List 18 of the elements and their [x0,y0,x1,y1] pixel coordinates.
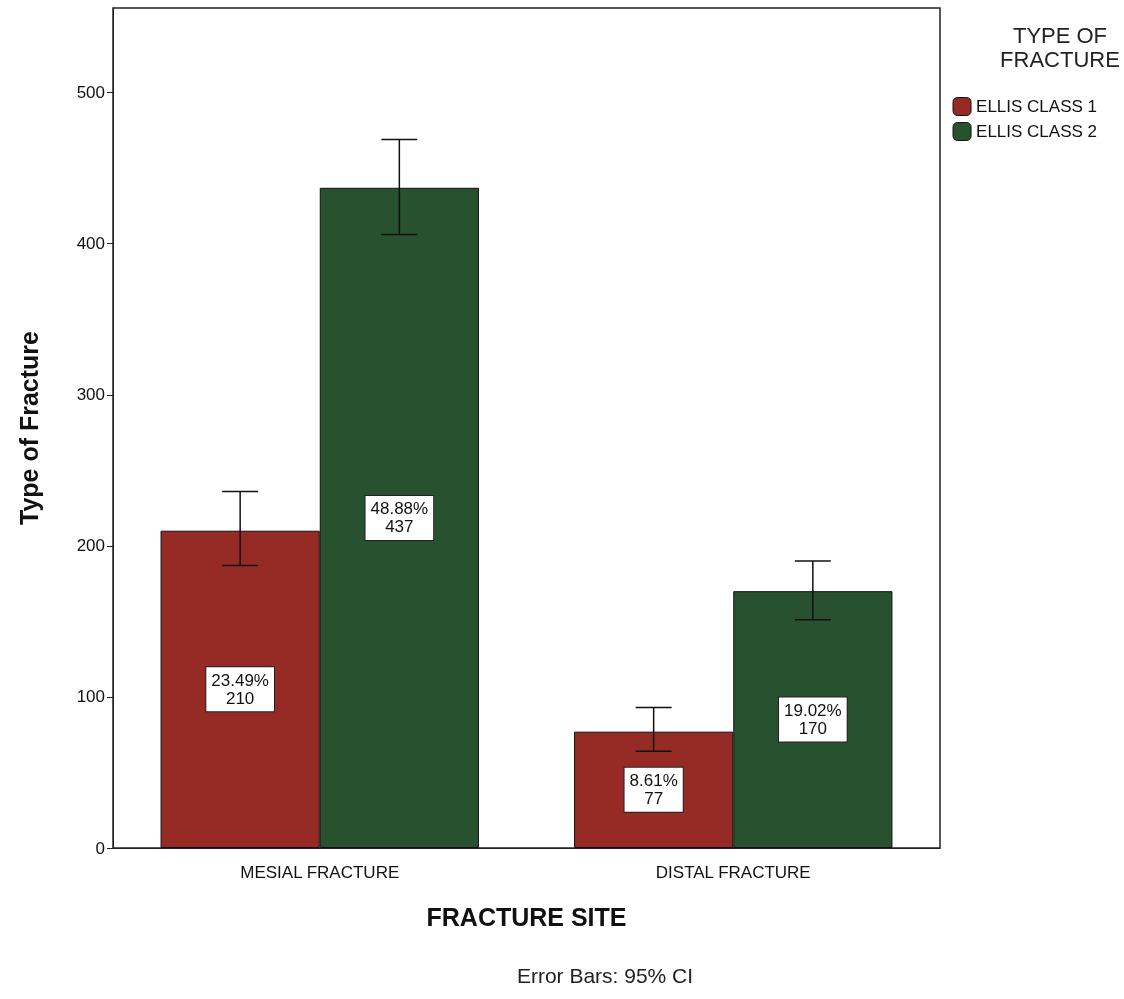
x-tick-label: DISTAL FRACTURE [655,863,811,882]
data-label: 23.49% 210 [211,670,269,708]
data-label: 8.61% 77 [629,771,678,809]
y-tick-label: 400 [76,234,105,254]
x-tick-label: MESIAL FRACTURE [240,863,400,882]
y-axis-title: Type of Fracture [14,330,43,526]
x-axis-title: FRACTURE SITE [426,902,627,931]
data-label: 19.02% 170 [784,701,842,739]
y-tick-label: 300 [76,385,105,405]
text: Error Bars: 95% CI [516,964,694,987]
data-label: 48.88% 437 [370,499,429,537]
legend-label: ELLIS CLASS 1 [976,97,1098,116]
y-tick-label: 100 [76,687,105,707]
y-tick-label: 0 [95,838,105,858]
legend-title: TYPE OF FRACTURE [1000,22,1120,72]
y-tick-label: 500 [76,83,105,103]
legend-label: ELLIS CLASS 2 [976,122,1098,141]
y-tick-label: 200 [76,536,105,556]
